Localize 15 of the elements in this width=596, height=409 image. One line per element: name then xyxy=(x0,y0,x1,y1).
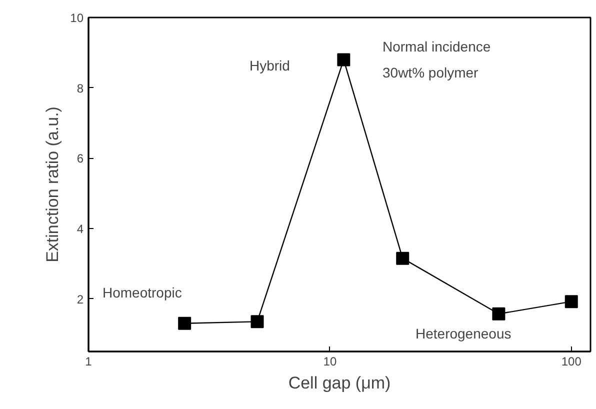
annotation: Hybrid xyxy=(250,58,290,74)
y-tick-label: 2 xyxy=(76,292,84,306)
x-axis-title: Cell gap (μm) xyxy=(288,374,391,392)
y-tick-label: 6 xyxy=(76,152,84,166)
annotation: Homeotropic xyxy=(102,284,182,300)
y-tick-label: 4 xyxy=(76,222,84,236)
annotation: Normal incidence xyxy=(382,38,491,54)
x-tick-label: 10 xyxy=(323,354,337,368)
y-axis-title: Extinction ratio (a.u.) xyxy=(43,106,62,262)
annotation: 30wt% polymer xyxy=(382,64,479,80)
annotation: Heterogeneous xyxy=(416,326,512,342)
x-tick-label: 1 xyxy=(85,354,92,368)
y-tick-label: 8 xyxy=(76,81,84,96)
x-tick-label: 100 xyxy=(561,354,582,368)
y-tick-label: 10 xyxy=(70,11,84,25)
